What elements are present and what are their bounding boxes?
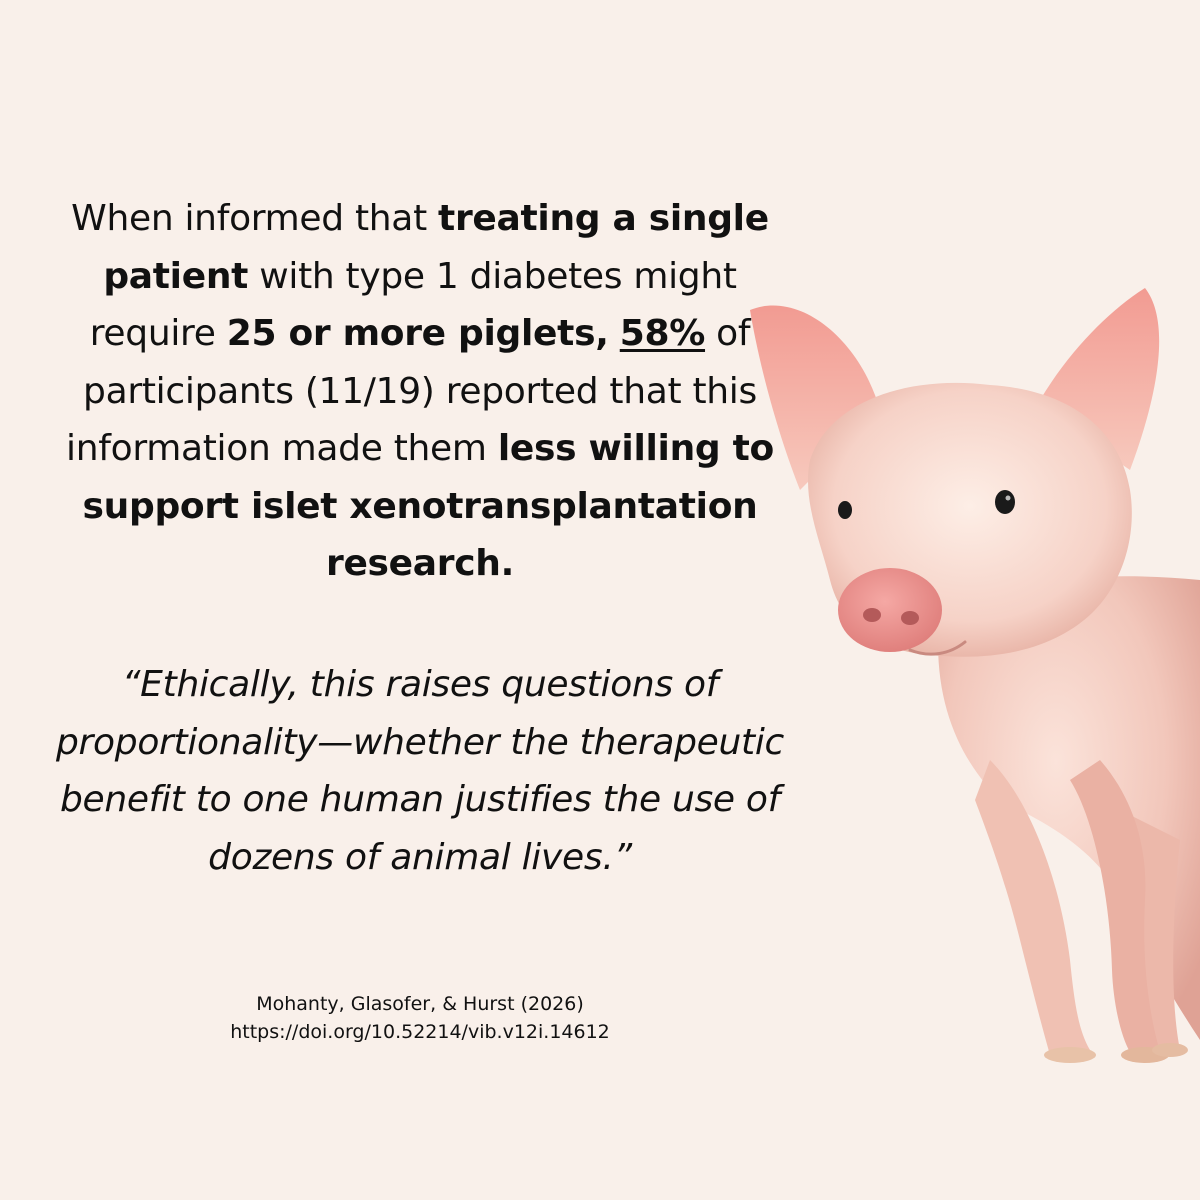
ethics-quote: “Ethically, this raises questions of pro… bbox=[55, 664, 785, 878]
stat-percentage: 58% bbox=[619, 313, 706, 354]
stat-bold-less-willing: less willing to support islet xenotransp… bbox=[82, 428, 775, 584]
stat-bold-piglets: 25 or more piglets, bbox=[226, 313, 609, 354]
citation: Mohanty, Glasofer, & Hurst (2026) https:… bbox=[100, 990, 740, 1046]
statistic-paragraph: When informed that treating a single pat… bbox=[40, 190, 800, 593]
stat-text-4: of participants (11/19) reported that th… bbox=[66, 313, 757, 469]
piglet-image bbox=[750, 288, 1200, 1063]
citation-doi: https://doi.org/10.52214/vib.v12i.14612 bbox=[230, 1021, 610, 1043]
stat-bold-single-patient: treating a single patient bbox=[103, 198, 769, 297]
stat-text-2: with type 1 diabetes might require bbox=[89, 255, 737, 355]
stat-text-3 bbox=[609, 313, 620, 354]
citation-authors: Mohanty, Glasofer, & Hurst (2026) bbox=[256, 993, 584, 1015]
stat-text-1: When informed that bbox=[71, 198, 439, 239]
